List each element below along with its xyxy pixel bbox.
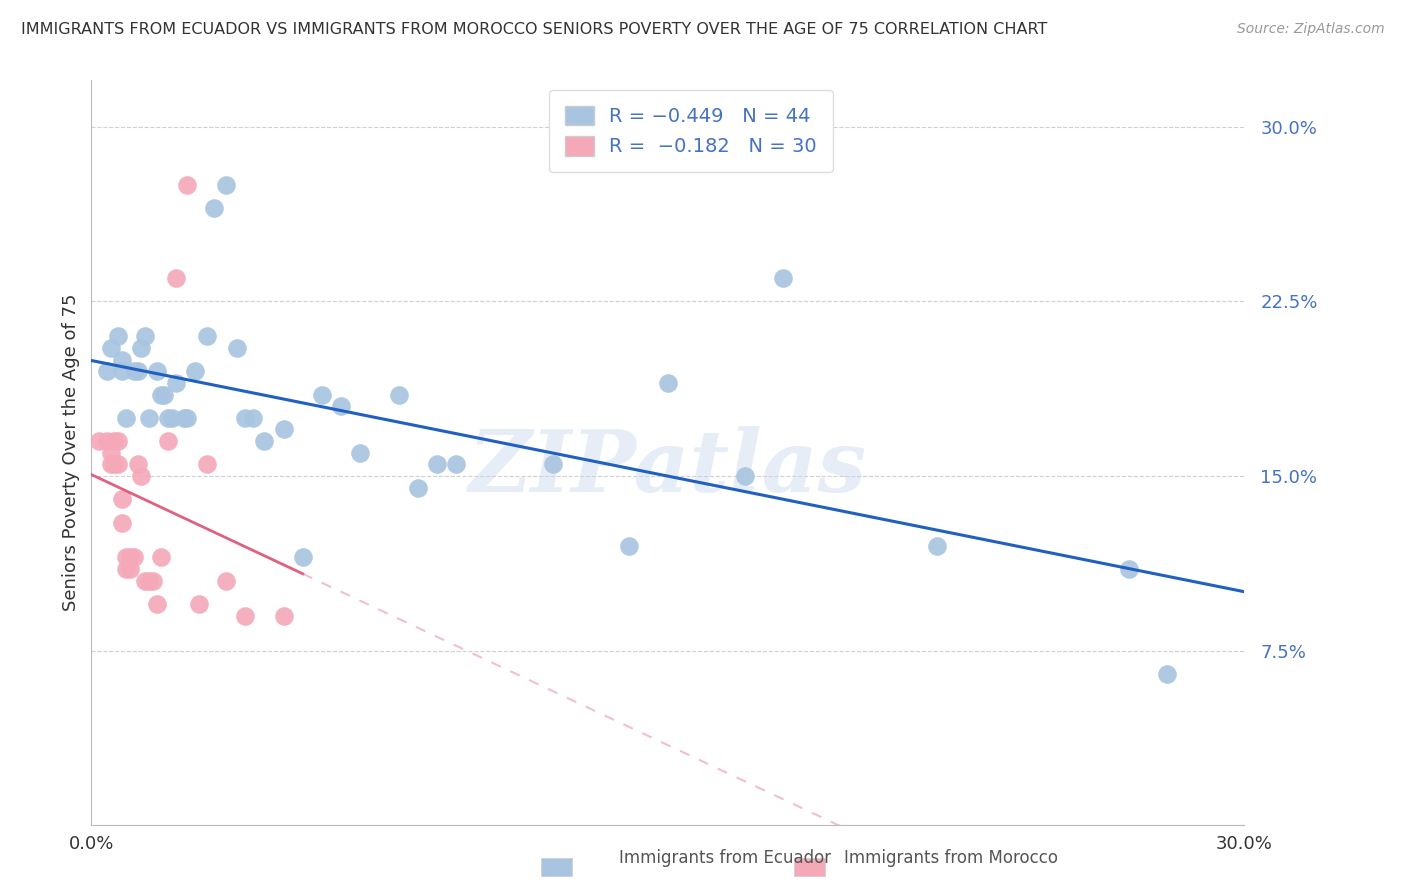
Point (107, 329, 129, 343)
Point (107, 458, 129, 472)
Point (107, 434, 129, 448)
Point (111, 352, 134, 367)
Point (1118, 562, 1140, 576)
Point (273, 422, 295, 436)
Point (122, 364, 145, 378)
Point (157, 434, 180, 448)
Point (311, 387, 333, 401)
Point (215, 574, 238, 588)
Point (176, 410, 198, 425)
Point (145, 597, 167, 611)
Point (184, 364, 207, 378)
Point (115, 562, 138, 576)
Point (233, 410, 256, 425)
Point (188, 597, 211, 611)
Point (195, 329, 218, 343)
Point (202, 202, 225, 216)
Text: Immigrants from Morocco: Immigrants from Morocco (844, 849, 1057, 867)
Point (619, 539, 641, 553)
Point (173, 410, 195, 425)
Point (157, 410, 180, 425)
Point (127, 364, 149, 378)
Point (446, 458, 468, 472)
Point (291, 550, 314, 565)
Point (273, 608, 295, 623)
Point (118, 562, 141, 576)
Text: Immigrants from Ecuador: Immigrants from Ecuador (619, 849, 831, 867)
Point (772, 271, 794, 285)
Point (925, 539, 948, 553)
Point (330, 399, 353, 413)
Point (1156, 666, 1178, 681)
Point (349, 446, 371, 460)
Point (165, 376, 187, 390)
Point (176, 178, 198, 192)
Point (233, 608, 256, 623)
Point (96, 364, 118, 378)
Point (165, 271, 187, 285)
Point (96, 434, 118, 448)
Point (100, 458, 122, 472)
Point (134, 574, 156, 588)
Point (142, 574, 165, 588)
Point (149, 387, 172, 401)
Point (138, 574, 160, 588)
Point (160, 410, 183, 425)
Point (118, 550, 141, 565)
Point (149, 550, 172, 565)
Point (127, 458, 149, 472)
Point (406, 481, 429, 495)
Point (111, 364, 134, 378)
Text: IMMIGRANTS FROM ECUADOR VS IMMIGRANTS FROM MOROCCO SENIORS POVERTY OVER THE AGE : IMMIGRANTS FROM ECUADOR VS IMMIGRANTS FR… (21, 22, 1047, 37)
Point (103, 434, 125, 448)
Point (111, 516, 134, 530)
Point (103, 458, 125, 472)
Y-axis label: Seniors Poverty Over the Age of 75: Seniors Poverty Over the Age of 75 (62, 294, 80, 611)
Point (134, 329, 156, 343)
Point (100, 341, 122, 355)
Point (541, 458, 564, 472)
Point (122, 550, 145, 565)
Point (100, 446, 122, 460)
Point (657, 376, 679, 390)
Point (253, 434, 276, 448)
Point (734, 469, 756, 483)
Text: Source: ZipAtlas.com: Source: ZipAtlas.com (1237, 22, 1385, 37)
Point (111, 492, 134, 507)
Point (131, 341, 153, 355)
Text: ZIPatlas: ZIPatlas (468, 425, 868, 509)
Point (426, 458, 449, 472)
Point (153, 387, 176, 401)
Point (145, 364, 167, 378)
Point (195, 458, 218, 472)
Point (115, 550, 138, 565)
Legend: R = −0.449   N = 44, R =  −0.182   N = 30: R = −0.449 N = 44, R = −0.182 N = 30 (550, 90, 832, 172)
Point (87, 434, 110, 448)
Point (242, 410, 264, 425)
Point (388, 387, 411, 401)
Point (215, 178, 238, 192)
Point (138, 410, 160, 425)
Point (131, 469, 153, 483)
Point (226, 341, 249, 355)
Point (115, 410, 138, 425)
